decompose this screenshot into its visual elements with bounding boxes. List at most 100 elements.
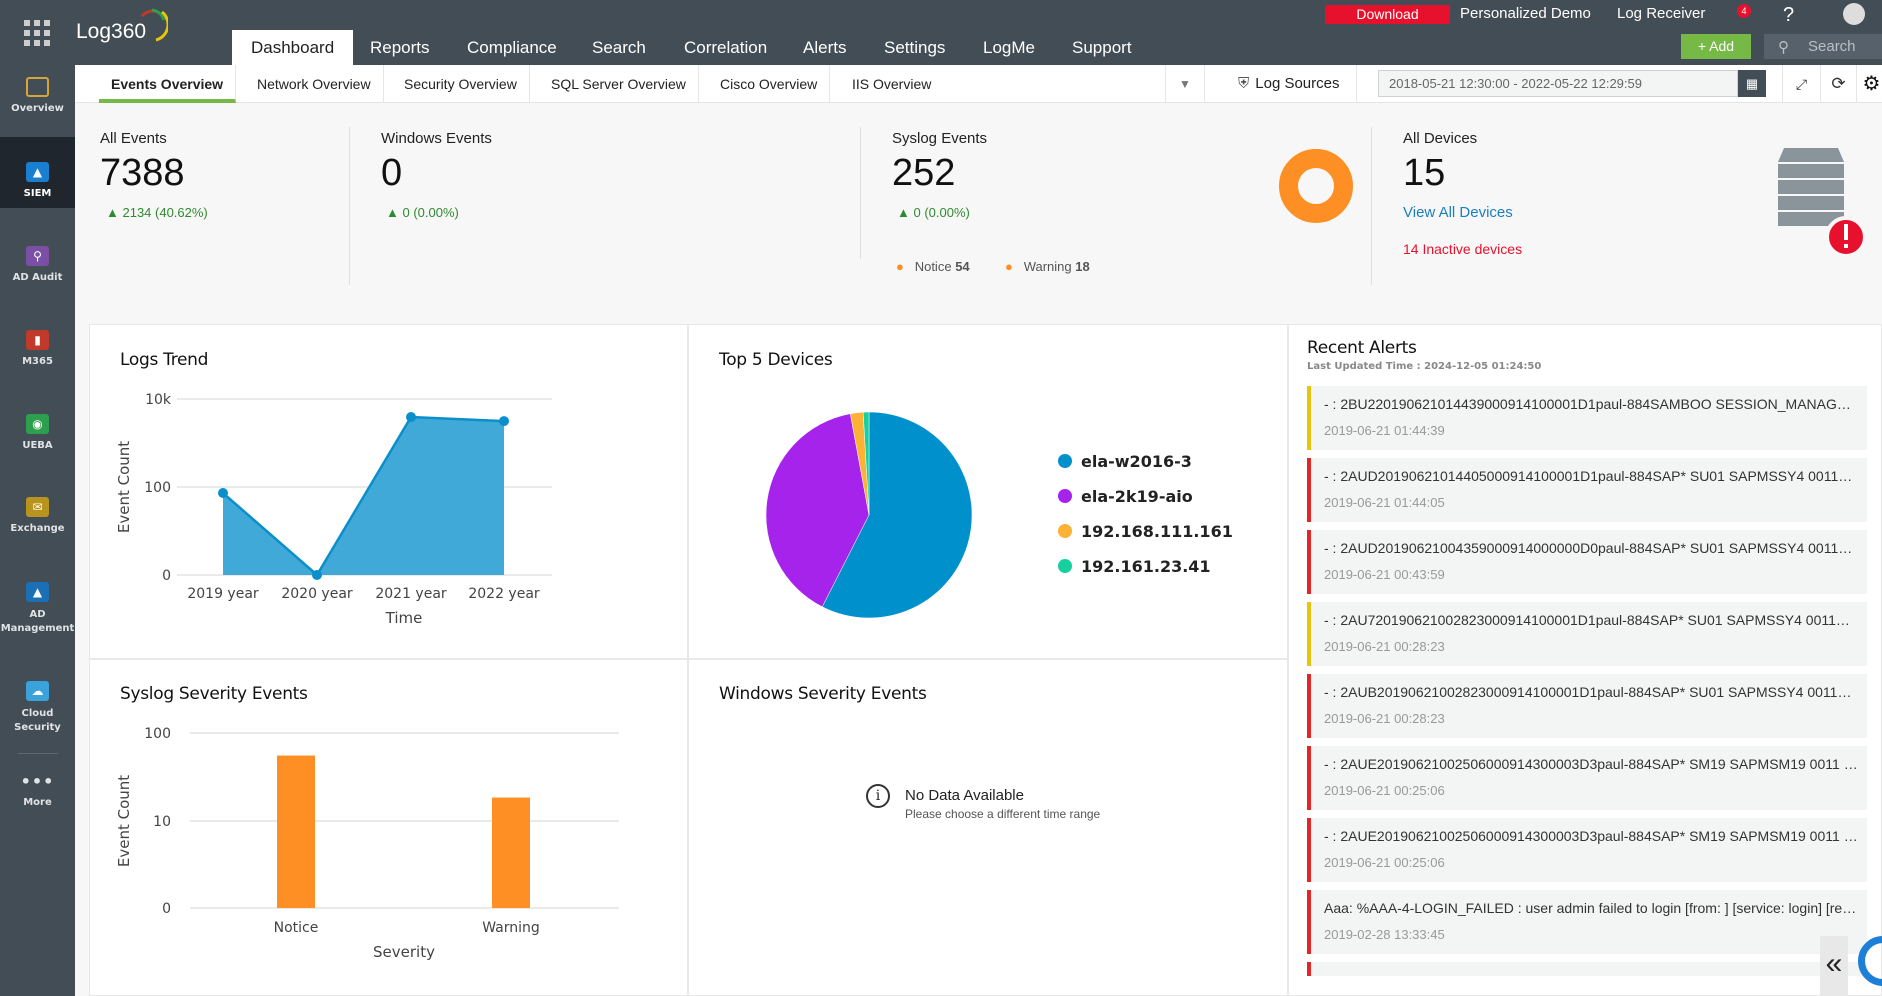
alert-item[interactable]: - : 2AUB20190621002823000914100001D1paul… xyxy=(1307,674,1867,738)
subtab-network-overview[interactable]: Network Overview xyxy=(245,65,384,103)
app-grid-icon[interactable] xyxy=(24,20,50,46)
y-tick-label: 0 xyxy=(162,568,171,584)
view-all-devices-link[interactable]: View All Devices xyxy=(1403,204,1513,221)
search-input[interactable]: Search xyxy=(1764,34,1882,59)
trend-area xyxy=(223,416,504,575)
personalized-demo-link[interactable]: Personalized Demo xyxy=(1460,5,1591,22)
alert-item-partial[interactable] xyxy=(1307,962,1867,976)
eye-icon: ◉ xyxy=(26,414,49,434)
chat-bot-icon[interactable] xyxy=(1858,936,1882,986)
trend-point xyxy=(218,488,228,499)
more-tabs-dropdown-icon[interactable]: ▼ xyxy=(1165,65,1205,103)
add-button[interactable]: + Add xyxy=(1681,34,1751,59)
syslog-events-label: Syslog Events xyxy=(892,130,988,147)
alert-item[interactable]: - : 2AUE20190621002506000914300003D3paul… xyxy=(1307,746,1867,810)
legend-value: 54 xyxy=(955,259,970,274)
sidebar-item-cloud-security[interactable]: ☁ Cloud Security xyxy=(0,681,75,735)
collapse-button[interactable]: « xyxy=(1820,936,1848,996)
sidebar-label: Exchange xyxy=(10,523,65,534)
shield-icon: ▲ xyxy=(26,162,49,182)
tab-search[interactable]: Search xyxy=(592,37,646,57)
legend-dot-icon: ● xyxy=(1005,259,1013,274)
user-avatar-icon[interactable] xyxy=(1843,3,1865,25)
legend-notice: ● Notice 54 xyxy=(896,259,970,274)
x-tick-label: Warning xyxy=(482,920,540,936)
sidebar-item-ad-management[interactable]: ▲ AD Management xyxy=(0,582,75,636)
all-events-label: All Events xyxy=(100,130,167,147)
download-button[interactable]: Download xyxy=(1325,5,1450,24)
subtab-events-overview[interactable]: Events Overview xyxy=(99,65,237,103)
divider xyxy=(860,127,861,259)
alert-item[interactable]: - : 2AUD20190621014405000914100001D1paul… xyxy=(1307,458,1867,522)
calendar-icon[interactable]: ▦ xyxy=(1738,70,1766,97)
all-events-value[interactable]: 7388 xyxy=(100,152,185,194)
syslog-events-value[interactable]: 252 xyxy=(892,152,956,194)
y-tick-label: 100 xyxy=(144,726,171,742)
alert-item[interactable]: - : 2AU720190621002823000914100001D1paul… xyxy=(1307,602,1867,666)
sidebar-item-ad-audit[interactable]: ⚲ AD Audit xyxy=(0,246,75,283)
tab-reports[interactable]: Reports xyxy=(370,37,430,57)
sidebar-item-siem[interactable]: ▲ SIEM xyxy=(0,162,75,199)
legend-value: 18 xyxy=(1075,259,1090,274)
tab-support[interactable]: Support xyxy=(1072,37,1132,57)
sidebar-item-m365[interactable]: ▮ M365 xyxy=(0,330,75,367)
logs-trend-title: Logs Trend xyxy=(120,350,209,370)
legend-dot-icon: ● xyxy=(896,259,904,274)
refresh-icon[interactable]: ⟳ xyxy=(1820,65,1856,103)
more-dots-icon: ••• xyxy=(20,772,55,791)
syslog-donut-chart[interactable] xyxy=(1279,149,1353,223)
search-icon: ⚲ xyxy=(1778,39,1789,56)
recent-alerts-title: Recent Alerts xyxy=(1307,338,1417,358)
date-range-input[interactable]: 2018-05-21 12:30:00 - 2022-05-22 12:29:5… xyxy=(1378,70,1738,97)
y-tick-label: 10k xyxy=(145,392,172,408)
alert-time: 2019-06-21 00:28:23 xyxy=(1324,711,1445,726)
alert-item[interactable]: - : 2AUD20190621004359000914000000D0paul… xyxy=(1307,530,1867,594)
subtab-cisco-overview[interactable]: Cisco Overview xyxy=(708,65,831,103)
legend-marker xyxy=(1058,559,1072,573)
alert-time: 2019-06-21 00:28:23 xyxy=(1324,639,1445,654)
log-receiver-link[interactable]: Log Receiver xyxy=(1617,5,1706,22)
inactive-devices-link[interactable]: 14 Inactive devices xyxy=(1403,241,1523,257)
alert-item[interactable]: - : 2BU220190621014439000914100001D1paul… xyxy=(1307,386,1867,450)
alert-item[interactable]: - : 2AUE20190621002506000914300003D3paul… xyxy=(1307,818,1867,882)
all-devices-label: All Devices xyxy=(1403,130,1478,147)
logo-arc-icon xyxy=(140,8,168,42)
tab-compliance[interactable]: Compliance xyxy=(467,37,557,57)
office-icon: ▮ xyxy=(26,330,49,350)
log-sources-button[interactable]: ⛨ Log Sources xyxy=(1220,65,1357,103)
pie-slice xyxy=(765,413,870,608)
divider xyxy=(1371,127,1372,285)
tab-alerts[interactable]: Alerts xyxy=(803,37,847,57)
alert-text: - : 2AUD20190621014405000914100001D1paul… xyxy=(1324,468,1859,484)
all-events-change: ▲ 2134 (40.62%) xyxy=(106,205,208,220)
tab-dashboard[interactable]: Dashboard xyxy=(232,30,354,65)
subtab-sql-server-overview[interactable]: SQL Server Overview xyxy=(539,65,699,103)
subtab-security-overview[interactable]: Security Overview xyxy=(392,65,530,103)
alert-time: 2019-06-21 01:44:05 xyxy=(1324,495,1445,510)
notification-badge[interactable]: 4 xyxy=(1737,4,1751,18)
subtab-iis-overview[interactable]: IIS Overview xyxy=(852,76,932,92)
windows-events-value[interactable]: 0 xyxy=(381,152,403,194)
help-icon[interactable]: ? xyxy=(1783,4,1795,26)
legend-label: 192.168.111.161 xyxy=(1081,522,1233,541)
legend-warning: ● Warning 18 xyxy=(1005,259,1090,274)
fullscreen-icon[interactable]: ⤢ xyxy=(1782,65,1820,103)
tab-logme[interactable]: LogMe xyxy=(983,37,1035,57)
sidebar-item-more[interactable]: ••• More xyxy=(0,772,75,808)
all-devices-value[interactable]: 15 xyxy=(1403,152,1446,194)
tab-correlation[interactable]: Correlation xyxy=(684,37,768,57)
sidebar-item-exchange[interactable]: ✉ Exchange xyxy=(0,497,75,534)
logo[interactable]: Log360 xyxy=(76,20,147,43)
sidebar-item-ueba[interactable]: ◉ UEBA xyxy=(0,414,75,451)
trend-line xyxy=(222,415,505,577)
server-alert-icon xyxy=(1778,148,1867,258)
overview-grid-icon xyxy=(26,77,49,97)
alert-item[interactable]: Aaa: %AAA-4-LOGIN_FAILED : user admin fa… xyxy=(1307,890,1867,954)
tab-settings[interactable]: Settings xyxy=(884,37,946,57)
windows-events-label: Windows Events xyxy=(381,130,492,147)
sidebar-item-overview[interactable]: Overview xyxy=(0,77,75,114)
y-tick-label: 0 xyxy=(162,901,171,917)
settings-gear-icon[interactable]: ⚙ xyxy=(1856,65,1882,103)
sidebar xyxy=(0,65,75,996)
